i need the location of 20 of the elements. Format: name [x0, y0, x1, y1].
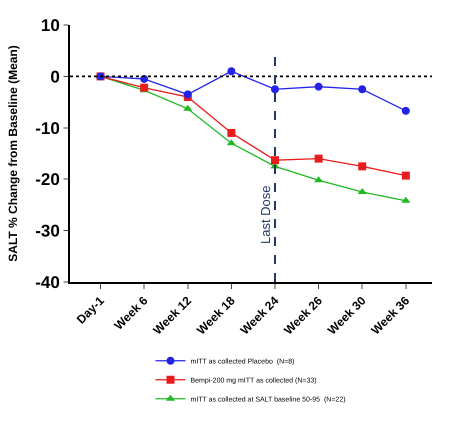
y-tick-label: -30: [35, 222, 60, 241]
y-tick-label: 10: [40, 16, 60, 35]
y-tick-label: -20: [35, 170, 60, 190]
point: [184, 90, 192, 98]
point: [314, 154, 323, 163]
y-tick-label: -10: [35, 118, 60, 138]
point: [314, 82, 323, 91]
y-tick-label: 0: [50, 67, 60, 86]
ref-line-label: Last Dose: [258, 185, 273, 244]
y-tick-label: -40: [35, 272, 60, 292]
point: [227, 67, 236, 76]
point: [227, 128, 236, 137]
point: [402, 172, 410, 180]
point: [270, 85, 279, 94]
y-axis-title: SALT % Change from Baseline (Mean): [6, 45, 20, 262]
point: [140, 84, 148, 92]
point: [270, 156, 279, 164]
point: [402, 106, 410, 115]
point: [358, 162, 366, 170]
point: [358, 85, 366, 94]
